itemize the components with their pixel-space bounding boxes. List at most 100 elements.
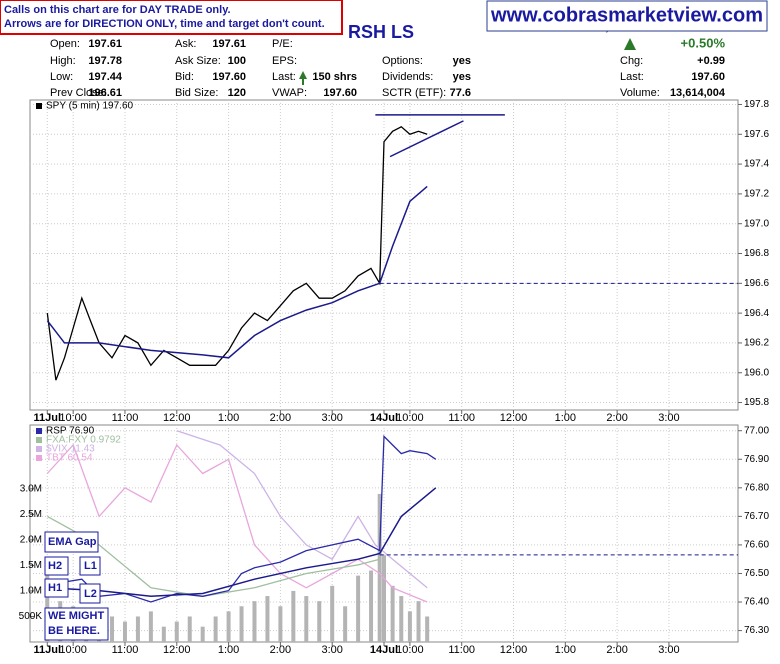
- legend-label: SPY (5 min) 197.60: [46, 101, 134, 112]
- quote-value: 100: [228, 55, 246, 67]
- volume-bar: [278, 606, 283, 642]
- y-tick-label: 197.8: [744, 99, 769, 110]
- legend-swatch: [36, 103, 42, 109]
- annotation: BE HERE.: [48, 625, 100, 637]
- annotation-box: [79, 556, 101, 576]
- legend-swatch: [36, 446, 42, 452]
- y-tick-label: 196.0: [744, 367, 769, 378]
- y2-tick-label: 3.0M: [20, 483, 42, 494]
- quote-value: 197.60: [323, 87, 357, 99]
- quote-value: 197.61: [88, 38, 122, 50]
- quote-value: 197.60: [212, 71, 246, 83]
- y-tick-label: 196.6: [744, 278, 769, 289]
- quote-value: yes: [453, 55, 471, 67]
- series-line: [176, 430, 428, 589]
- annotation: H2: [48, 560, 62, 572]
- x-tick-label: 11:00: [448, 644, 475, 656]
- y-tick-label: 76.80: [744, 482, 769, 493]
- y-tick-label: 77.00: [744, 425, 769, 436]
- x-tick-label: 11Jul: [34, 644, 62, 656]
- volume-bar: [265, 596, 270, 642]
- volume-bar: [377, 493, 382, 642]
- quote-label: P/E:: [272, 38, 293, 50]
- x-tick-label: 2:00: [270, 412, 291, 424]
- x-tick-label: 12:00: [163, 412, 191, 424]
- x-tick-label: 12:00: [500, 644, 528, 656]
- banner: www.cobrasmarketview.com: [490, 4, 763, 26]
- y-tick-label: 76.60: [744, 540, 769, 551]
- trendline: [389, 120, 464, 158]
- annotation: L1: [84, 560, 97, 572]
- quote-value: 197.60: [691, 71, 725, 83]
- volume-bar: [425, 616, 430, 642]
- series-line: [46, 126, 428, 381]
- volume-bar: [110, 616, 115, 642]
- annotation-box: [44, 578, 69, 598]
- series-line: [46, 185, 428, 359]
- x-tick-label: 11:00: [112, 412, 139, 424]
- quote-label: Low:: [50, 71, 73, 83]
- volume-bar: [161, 626, 166, 642]
- y-tick-label: 196.8: [744, 248, 769, 259]
- y2-tick-label: 1.5M: [20, 560, 42, 571]
- volume-bar: [187, 616, 192, 642]
- legend-swatch: [36, 437, 42, 443]
- annotation: H1: [48, 582, 62, 594]
- x-tick-label: 10:00: [396, 412, 424, 424]
- x-tick-label: 1:00: [555, 644, 576, 656]
- annotation: WE MIGHT: [48, 610, 104, 622]
- annotation: EMA Gap: [48, 536, 97, 548]
- y-tick-label: 76.50: [744, 568, 769, 579]
- notice: Arrows are for DIRECTION ONLY, time and …: [4, 18, 325, 30]
- x-tick-label: 11:00: [112, 644, 139, 656]
- annotations: EMA Gap H2 L1 H1 L2 WE MIGHT BE HERE.: [44, 531, 109, 641]
- quote-label: VWAP:: [272, 87, 307, 99]
- x-tick-label: 14Jul: [370, 412, 398, 424]
- y2-tick-label: 2.0M: [20, 535, 42, 546]
- x-tick-label: 12:00: [500, 412, 528, 424]
- x-tick-label: 3:00: [321, 412, 342, 424]
- notice: Calls on this chart are for DAY TRADE on…: [4, 4, 231, 16]
- volume-bar: [122, 621, 127, 642]
- x-tick-label: 14Jul: [370, 644, 398, 656]
- y-tick-label: 76.70: [744, 511, 769, 522]
- quote-value: 120: [228, 87, 246, 99]
- change-pct: +0.50%: [681, 35, 726, 50]
- y-tick-label: 196.2: [744, 338, 769, 349]
- quote-value: 197.44: [88, 71, 123, 83]
- quote-label: Ask:: [175, 38, 196, 50]
- y-tick-label: 195.8: [744, 397, 769, 408]
- quote-value: 77.6: [450, 87, 471, 99]
- annotation-box: [44, 607, 109, 641]
- banner-box: [486, 0, 768, 32]
- volume-bar: [356, 575, 361, 642]
- x-tick-label: 1:00: [218, 412, 239, 424]
- volume-bar: [226, 611, 231, 642]
- quote-label: Bid Size:: [175, 87, 218, 99]
- quote-value: 196.61: [88, 87, 122, 99]
- volume-bar: [416, 601, 421, 642]
- x-tick-label: 2:00: [606, 644, 627, 656]
- volume-bar: [174, 621, 179, 642]
- series-line: [47, 434, 437, 603]
- volume-bar: [135, 616, 140, 642]
- y-tick-label: 197.6: [744, 129, 769, 140]
- quote-label: SCTR (ETF):: [382, 87, 446, 99]
- x-tick-label: 10:00: [59, 644, 87, 656]
- quote-label: Last:: [272, 71, 296, 83]
- volume-bar: [252, 601, 257, 642]
- x-tick-label: 1:00: [218, 644, 239, 656]
- quote-label: High:: [50, 55, 76, 67]
- x-tick-label: 11Jul: [34, 412, 62, 424]
- x-tick-label: 3:00: [658, 644, 679, 656]
- symbol: RSH LS: [348, 22, 414, 42]
- quote-label: EPS:: [272, 55, 297, 67]
- annotation-box: [44, 531, 99, 553]
- series-line: [46, 515, 380, 597]
- quote-label: Volume:: [620, 87, 660, 99]
- annotation-box: [79, 583, 101, 604]
- series-line: [47, 487, 437, 598]
- legend-label: TBT 60.54: [46, 453, 93, 464]
- volume-bar: [45, 565, 50, 642]
